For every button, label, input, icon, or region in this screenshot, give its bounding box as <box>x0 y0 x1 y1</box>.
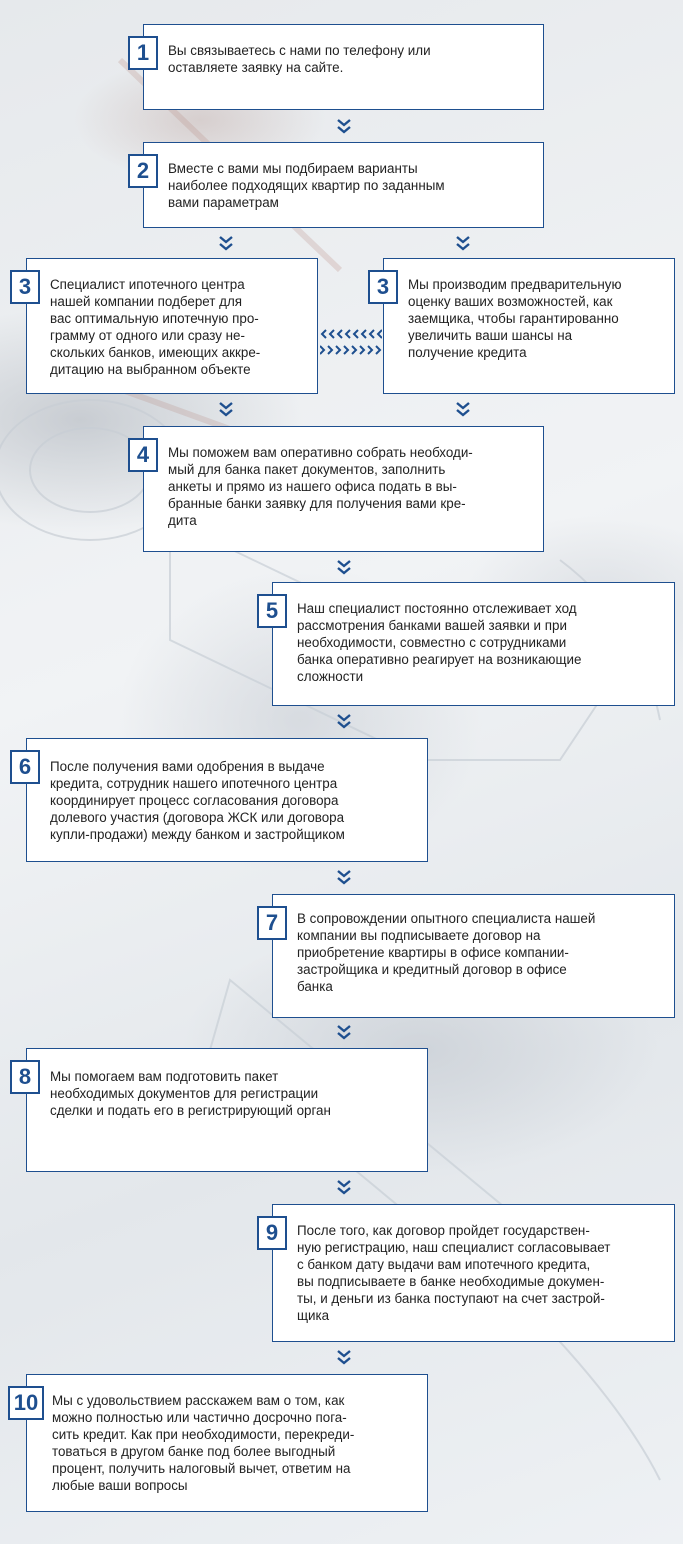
step-1-number: 1 <box>128 36 158 70</box>
step-3b-number: 3 <box>368 270 398 304</box>
step-3b-box <box>383 258 675 394</box>
step-4-text: Мы поможем вам оперативно собрать необхо… <box>168 445 473 528</box>
step-3a-number: 3 <box>10 270 40 304</box>
step-7-text: В сопровождении опытного специалиста наш… <box>297 911 596 994</box>
step-8-text: Мы помогаем вам подготовить пакет необхо… <box>50 1069 331 1118</box>
step-3b-text: Мы производим предварительную оценку ваш… <box>408 277 622 360</box>
step-6-number: 6 <box>10 750 40 784</box>
double-chevron-down-icon <box>456 402 470 417</box>
double-chevron-down-icon <box>219 402 233 417</box>
double-chevron-down-icon <box>337 1350 351 1365</box>
step-2-number: 2 <box>128 154 158 188</box>
step-1-box <box>143 24 544 110</box>
step-8-number: 8 <box>10 1060 40 1094</box>
double-chevron-down-icon <box>337 560 351 575</box>
step-10-text: Мы с удовольствием расскажем вам о том, … <box>52 1393 355 1493</box>
step-1-text: Вы связываетесь с нами по телефону или о… <box>168 43 431 75</box>
double-chevron-down-icon <box>337 714 351 729</box>
step-7-number: 7 <box>257 906 287 940</box>
double-chevron-down-icon <box>337 119 351 134</box>
step-5-number: 5 <box>257 594 287 628</box>
step-6-text: После получения вами одобрения в выдаче … <box>50 759 345 842</box>
step-3a-text: Специалист ипотечного центра нашей компа… <box>50 277 261 377</box>
step-5-box <box>272 582 675 706</box>
step-2-box <box>143 142 544 228</box>
step-2-text: Вместе с вами мы подбираем варианты наиб… <box>168 161 445 210</box>
step-10-box <box>26 1374 428 1512</box>
step-6-box <box>26 738 428 862</box>
step-9-text: После того, как договор пройдет государс… <box>297 1223 611 1323</box>
step-5-text: Наш специалист постоянно отслеживает ход… <box>297 601 582 684</box>
step-4-number: 4 <box>128 438 158 472</box>
chevron-row-right-icon <box>320 345 382 355</box>
double-chevron-down-icon <box>337 1180 351 1195</box>
step-7-box <box>272 894 675 1018</box>
step-10-number: 10 <box>8 1386 44 1420</box>
double-chevron-down-icon <box>337 870 351 885</box>
step-9-number: 9 <box>257 1216 287 1250</box>
chevron-row-left-icon <box>320 329 382 339</box>
double-chevron-down-icon <box>219 236 233 251</box>
step-3a-box <box>26 258 318 394</box>
double-chevron-down-icon <box>456 236 470 251</box>
step-8-box <box>26 1048 428 1172</box>
step-9-box <box>272 1204 675 1342</box>
double-chevron-down-icon <box>337 1025 351 1040</box>
step-4-box <box>143 426 544 552</box>
